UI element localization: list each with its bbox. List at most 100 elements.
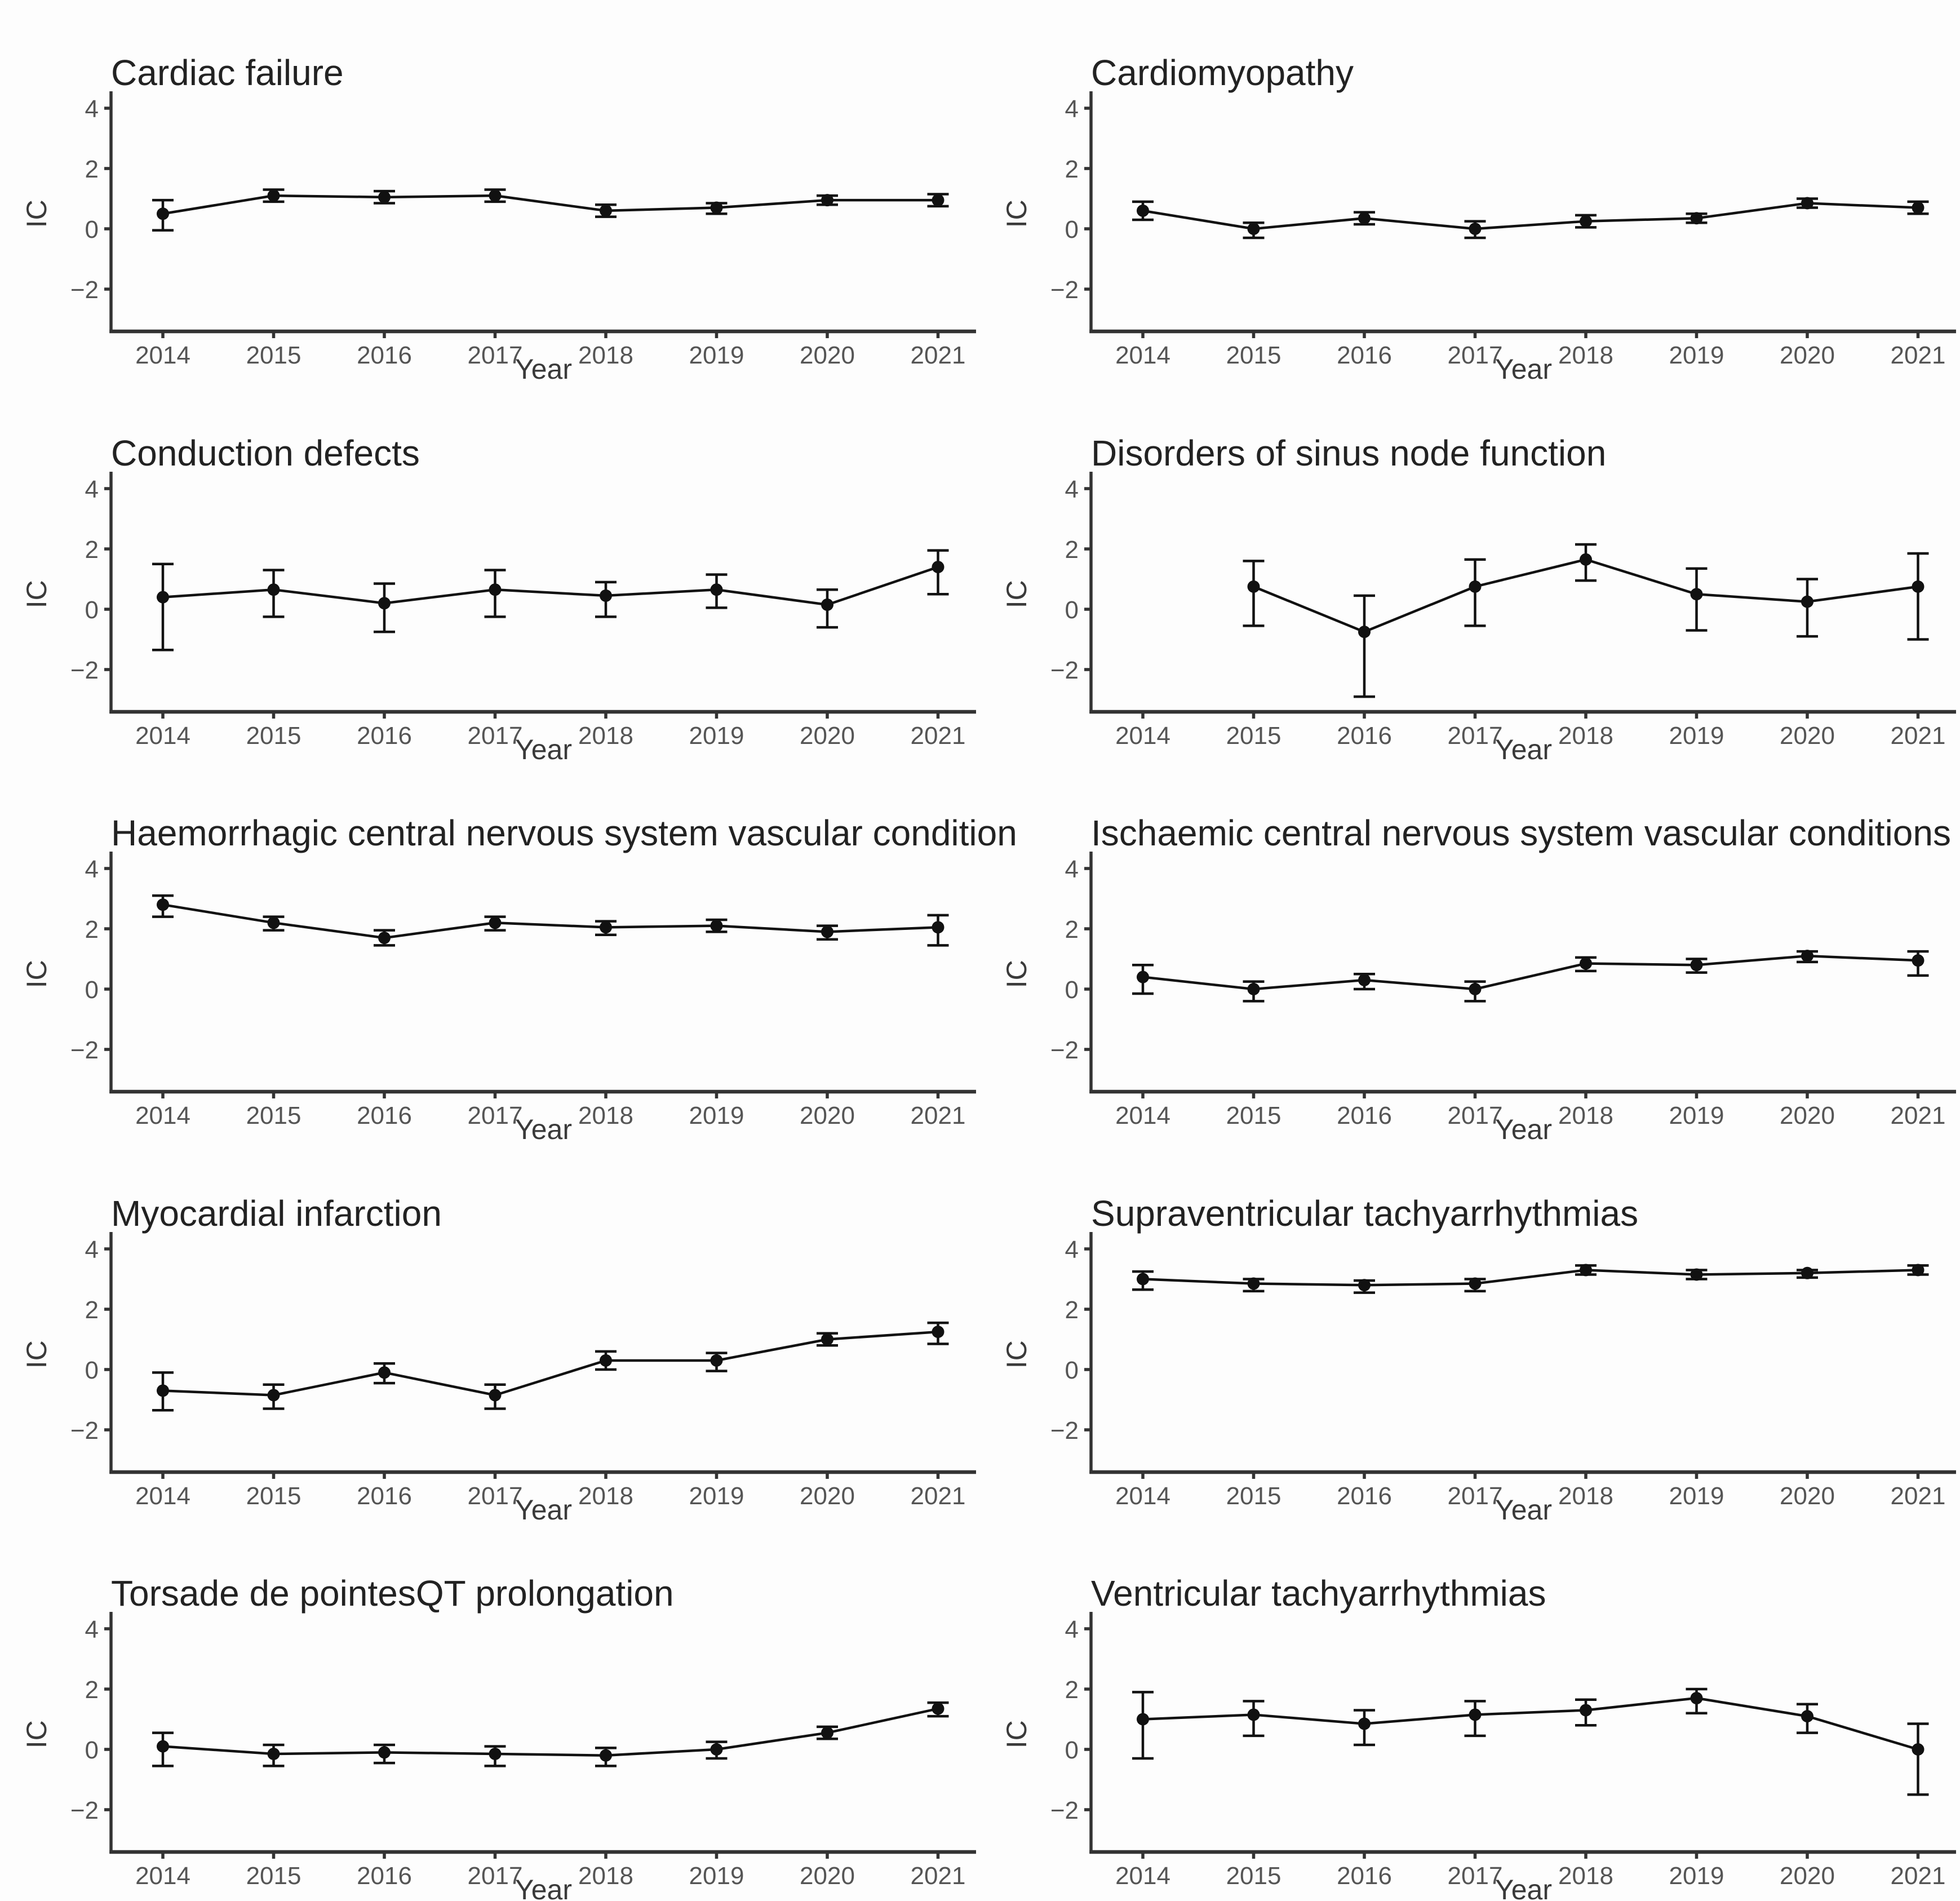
chart-title: Cardiac failure xyxy=(111,52,344,93)
x-tick-label: 2014 xyxy=(135,342,190,369)
y-axis-title: IC xyxy=(1001,580,1032,608)
data-point xyxy=(267,189,280,202)
y-tick-label: 0 xyxy=(85,596,99,624)
axes: −2 0 2 4 2014 2015 2016 2017 2018 2019 2020 2021 Yea… xyxy=(21,471,976,765)
series-line xyxy=(162,903,938,940)
chart-myocardial-infarction: Myocardial infarction −2 0 2 4 2014 2015 2016 2… xyxy=(0,1141,980,1526)
x-tick-label: 2016 xyxy=(357,342,412,369)
x-tick-label: 2018 xyxy=(578,342,633,369)
chart-canvas: −2 0 2 4 2014 2015 2016 2017 2018 2019 2020 2021 Yea… xyxy=(1001,471,1956,765)
x-tick-label: 2019 xyxy=(1669,342,1724,369)
data-point xyxy=(1801,595,1813,608)
x-tick-label: 2018 xyxy=(578,1482,633,1510)
chart-title: Myocardial infarction xyxy=(111,1193,442,1234)
x-tick-label: 2021 xyxy=(911,1862,966,1890)
data-point xyxy=(157,898,170,911)
chart-canvas: −2 0 2 4 2014 2015 2016 2017 2018 2019 2020 2021 Yea… xyxy=(21,1612,976,1901)
y-axis-title: IC xyxy=(1001,960,1032,988)
x-tick-label: 2016 xyxy=(1337,342,1392,369)
x-tick-label: 2014 xyxy=(1115,342,1170,369)
axes: −2 0 2 4 2014 2015 2016 2017 2018 2019 2020 2021 Yea… xyxy=(1001,852,1956,1145)
x-tick-label: 2015 xyxy=(1226,1862,1281,1890)
data-point xyxy=(1247,580,1260,593)
x-tick-label: 2019 xyxy=(689,1862,744,1890)
data-point xyxy=(1137,1713,1150,1726)
x-tick-label: 2020 xyxy=(800,1862,855,1890)
data-point xyxy=(821,925,833,938)
chart-title: Haemorrhagic central nervous system vasc… xyxy=(111,813,1017,854)
chart-canvas: −2 0 2 4 2014 2015 2016 2017 2018 2019 2020 2021 Yea… xyxy=(1001,1612,1956,1901)
x-tick-label: 2018 xyxy=(1558,722,1613,750)
data-point xyxy=(1912,1743,1924,1756)
data-point xyxy=(821,1726,833,1739)
x-axis-title: Year xyxy=(1495,1114,1552,1145)
data-point xyxy=(1690,1268,1703,1281)
y-tick-label: 0 xyxy=(85,976,99,1004)
chart-torsade-de-pointes-qt-prolongation: Torsade de pointesQT prolongation −2 0 2 4 2… xyxy=(0,1521,980,1901)
data-point xyxy=(1247,983,1260,996)
y-tick-label: −2 xyxy=(1050,1417,1079,1444)
x-tick-label: 2015 xyxy=(246,1102,301,1129)
y-tick-label: −2 xyxy=(70,1417,99,1444)
x-tick-label: 2019 xyxy=(1669,1482,1724,1510)
data-point xyxy=(157,1384,170,1397)
data-point xyxy=(489,916,502,929)
data-point xyxy=(1358,1278,1371,1291)
y-tick-label: −2 xyxy=(70,1797,99,1824)
data-point xyxy=(489,189,502,202)
data-point xyxy=(821,1333,833,1346)
data-series xyxy=(152,549,949,652)
y-tick-label: 0 xyxy=(1065,216,1079,243)
data-series xyxy=(1132,1688,1929,1796)
x-tick-label: 2019 xyxy=(1669,1102,1724,1129)
data-point xyxy=(710,583,723,596)
x-axis-title: Year xyxy=(515,734,572,765)
data-point xyxy=(489,1389,502,1402)
x-tick-label: 2014 xyxy=(1115,1482,1170,1510)
x-tick-label: 2017 xyxy=(1448,1862,1503,1890)
y-tick-label: 2 xyxy=(1065,1676,1079,1704)
x-tick-label: 2014 xyxy=(135,1482,190,1510)
data-series xyxy=(152,894,949,947)
data-point xyxy=(1912,1264,1924,1277)
chart-canvas: −2 0 2 4 2014 2015 2016 2017 2018 2019 2020 2021 Yea… xyxy=(1001,1231,1956,1526)
x-axis-title: Year xyxy=(515,1494,572,1526)
data-point xyxy=(1690,1692,1703,1705)
x-tick-label: 2021 xyxy=(911,1482,966,1510)
y-tick-label: 2 xyxy=(85,536,99,564)
data-point xyxy=(1358,1717,1371,1730)
x-tick-label: 2021 xyxy=(911,342,966,369)
data-point xyxy=(1912,580,1924,593)
data-point xyxy=(1579,957,1592,970)
data-point xyxy=(489,583,502,596)
x-tick-label: 2014 xyxy=(135,1862,190,1890)
axes: −2 0 2 4 2014 2015 2016 2017 2018 2019 2020 2021 Yea… xyxy=(21,91,976,385)
y-tick-label: 2 xyxy=(85,156,99,183)
data-point xyxy=(1579,1264,1592,1277)
y-axis-title: IC xyxy=(21,1721,52,1749)
x-tick-label: 2018 xyxy=(1558,342,1613,369)
x-tick-label: 2017 xyxy=(468,1102,523,1129)
x-tick-label: 2020 xyxy=(800,1482,855,1510)
x-tick-label: 2016 xyxy=(1337,1102,1392,1129)
x-tick-label: 2015 xyxy=(246,1482,301,1510)
x-axis-title: Year xyxy=(515,1874,572,1901)
data-point xyxy=(710,1354,723,1367)
y-axis-title: IC xyxy=(1001,200,1032,228)
data-point xyxy=(1801,950,1813,963)
y-tick-label: −2 xyxy=(70,276,99,304)
y-tick-label: 2 xyxy=(1065,536,1079,564)
series-line xyxy=(1142,202,1918,231)
data-point xyxy=(267,583,280,596)
y-axis-title: IC xyxy=(21,1340,52,1368)
x-tick-label: 2020 xyxy=(1780,1102,1835,1129)
x-tick-label: 2016 xyxy=(357,1482,412,1510)
x-tick-label: 2020 xyxy=(1780,1862,1835,1890)
data-point xyxy=(1690,959,1703,972)
axes: −2 0 2 4 2014 2015 2016 2017 2018 2019 2020 2021 Yea… xyxy=(21,852,976,1145)
y-tick-label: 4 xyxy=(85,1616,99,1643)
data-point xyxy=(267,916,280,929)
data-point xyxy=(599,1749,612,1762)
chart-canvas: −2 0 2 4 2014 2015 2016 2017 2018 2019 2020 2021 Yea… xyxy=(1001,91,1956,385)
chart-canvas: −2 0 2 4 2014 2015 2016 2017 2018 2019 2020 2021 Yea… xyxy=(21,852,976,1145)
